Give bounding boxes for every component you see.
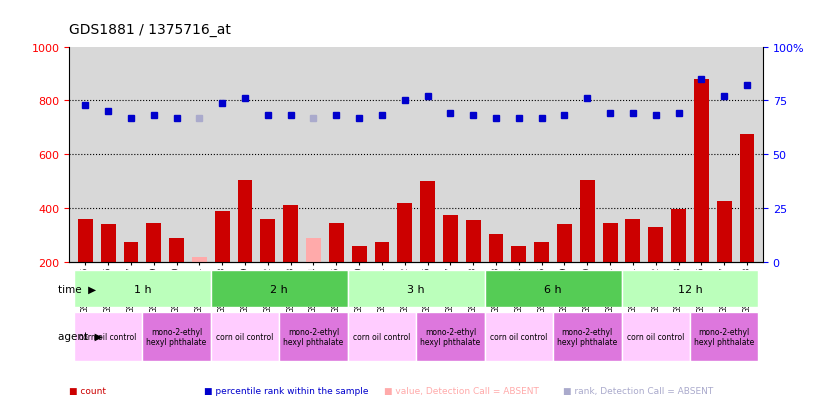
Bar xyxy=(260,219,275,316)
Bar xyxy=(78,219,93,316)
Bar xyxy=(169,238,184,316)
Text: ■ count: ■ count xyxy=(69,386,106,395)
Bar xyxy=(375,242,389,316)
Bar xyxy=(603,223,618,316)
Bar xyxy=(512,246,526,316)
Text: 2 h: 2 h xyxy=(270,284,288,294)
Text: agent  ▶: agent ▶ xyxy=(58,332,103,342)
Text: GDS1881 / 1375716_at: GDS1881 / 1375716_at xyxy=(69,23,231,37)
Bar xyxy=(123,242,139,316)
Text: mono-2-ethyl
hexyl phthalate: mono-2-ethyl hexyl phthalate xyxy=(557,327,618,346)
Text: ■ percentile rank within the sample: ■ percentile rank within the sample xyxy=(204,386,369,395)
Bar xyxy=(146,223,162,316)
Text: 12 h: 12 h xyxy=(677,284,703,294)
Bar xyxy=(142,312,211,361)
Text: ■ value, Detection Call = ABSENT: ■ value, Detection Call = ABSENT xyxy=(384,386,539,395)
Bar xyxy=(352,246,366,316)
Bar xyxy=(534,242,549,316)
Text: mono-2-ethyl
hexyl phthalate: mono-2-ethyl hexyl phthalate xyxy=(283,327,344,346)
Text: mono-2-ethyl
hexyl phthalate: mono-2-ethyl hexyl phthalate xyxy=(146,327,206,346)
Text: corn oil control: corn oil control xyxy=(79,332,137,341)
Text: 6 h: 6 h xyxy=(544,284,562,294)
Bar xyxy=(397,203,412,316)
Bar xyxy=(211,312,279,361)
Bar xyxy=(739,135,755,316)
Bar xyxy=(192,257,206,316)
Bar xyxy=(690,312,758,361)
Bar xyxy=(626,219,641,316)
Bar xyxy=(100,225,116,316)
Text: ■ rank, Detection Call = ABSENT: ■ rank, Detection Call = ABSENT xyxy=(563,386,713,395)
Bar xyxy=(416,312,485,361)
Bar xyxy=(329,223,344,316)
Bar xyxy=(489,234,503,316)
Bar xyxy=(553,312,622,361)
Bar xyxy=(348,271,485,308)
Bar xyxy=(74,271,211,308)
Bar xyxy=(622,312,690,361)
Bar xyxy=(211,271,348,308)
Text: time  ▶: time ▶ xyxy=(58,284,96,294)
Text: corn oil control: corn oil control xyxy=(627,332,685,341)
Text: 1 h: 1 h xyxy=(134,284,151,294)
Bar xyxy=(283,206,298,316)
Bar xyxy=(694,80,709,316)
Text: corn oil control: corn oil control xyxy=(216,332,273,341)
Bar xyxy=(306,238,321,316)
Bar xyxy=(557,225,572,316)
Text: corn oil control: corn oil control xyxy=(353,332,410,341)
Bar xyxy=(279,312,348,361)
Bar xyxy=(74,312,142,361)
Text: mono-2-ethyl
hexyl phthalate: mono-2-ethyl hexyl phthalate xyxy=(694,327,754,346)
Bar xyxy=(348,312,416,361)
Text: corn oil control: corn oil control xyxy=(490,332,548,341)
Bar xyxy=(580,180,595,316)
Bar xyxy=(671,210,686,316)
Bar xyxy=(420,182,435,316)
Bar xyxy=(485,271,622,308)
Bar xyxy=(648,227,663,316)
Bar xyxy=(443,215,458,316)
Bar xyxy=(622,271,758,308)
Bar xyxy=(215,211,229,316)
Text: mono-2-ethyl
hexyl phthalate: mono-2-ethyl hexyl phthalate xyxy=(420,327,481,346)
Bar xyxy=(466,221,481,316)
Text: 3 h: 3 h xyxy=(407,284,425,294)
Bar xyxy=(485,312,553,361)
Bar xyxy=(237,180,252,316)
Bar xyxy=(716,202,732,316)
